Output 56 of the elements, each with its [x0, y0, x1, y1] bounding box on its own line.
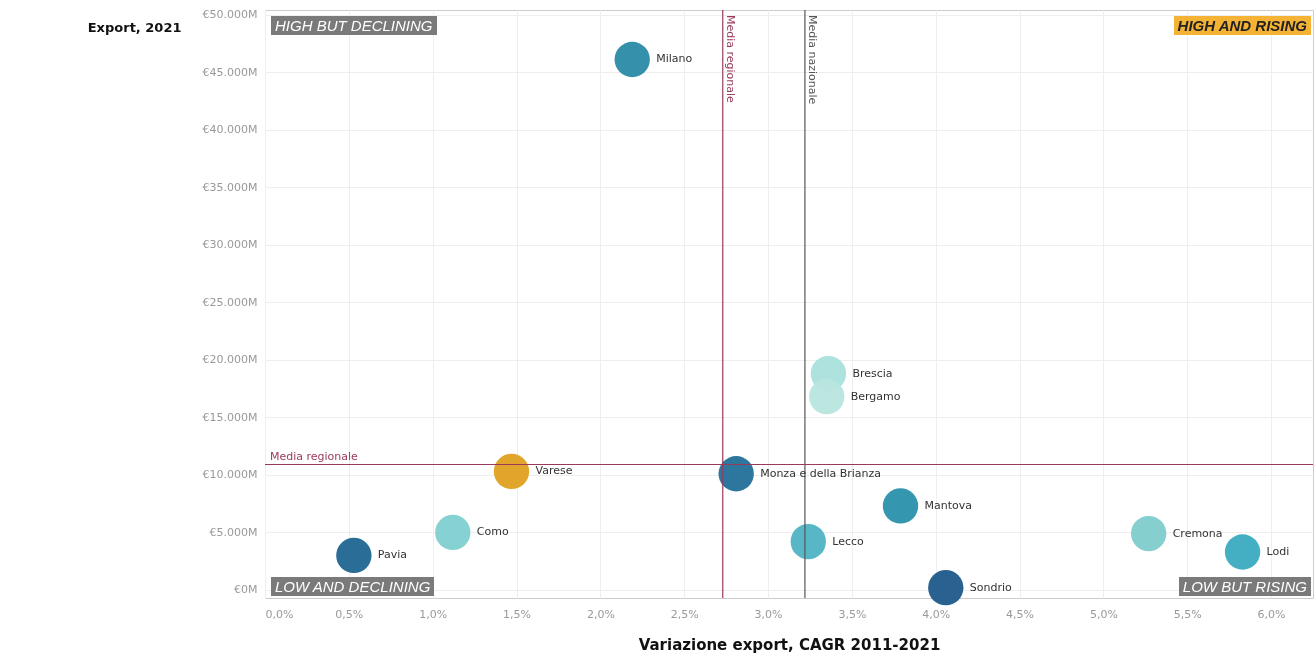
- y-tick-label: €20.000M: [202, 353, 258, 367]
- x-tick-label: 5,5%: [1173, 607, 1202, 621]
- series-label: Brescia: [852, 366, 893, 380]
- x-tick-label: 0,0%: [265, 607, 294, 621]
- point: [882, 488, 919, 524]
- ref-line-label: Media regionale: [270, 449, 359, 463]
- y-tick-label: €0M: [234, 583, 258, 597]
- x-tick-label: 3,0%: [754, 607, 783, 621]
- point: [809, 378, 845, 415]
- y-tick-label: €45.000M: [202, 65, 258, 79]
- point: [790, 523, 826, 560]
- x-tick-label: 2,5%: [670, 607, 699, 621]
- point: [1131, 515, 1167, 552]
- y-tick-label: €30.000M: [202, 238, 258, 252]
- y-tick-label: €15.000M: [202, 410, 258, 424]
- point: [336, 537, 372, 574]
- point: [614, 41, 650, 78]
- x-tick-label: 1,5%: [503, 607, 531, 621]
- x-tick-label: 5,0%: [1089, 607, 1118, 621]
- point: [928, 570, 964, 606]
- annotation: LOW AND DECLINING: [271, 577, 435, 596]
- point: [493, 453, 530, 490]
- series-label: Milano: [656, 52, 693, 66]
- series-label: Cremona: [1172, 526, 1223, 540]
- y-tick-label: €40.000M: [202, 123, 258, 137]
- x-tick-label: 4,5%: [1006, 607, 1035, 621]
- x-axis-title: Variazione export, CAGR 2011-2021: [638, 635, 941, 654]
- series-label: Monza e della Brianza: [760, 466, 882, 480]
- y-tick-label: €50.000M: [202, 8, 258, 22]
- annotation: HIGH AND RISING: [1173, 16, 1311, 35]
- y-tick-label: €5.000M: [209, 525, 258, 539]
- point: [435, 514, 471, 551]
- y-axis-title: Export, 2021: [87, 19, 182, 35]
- annotation: HIGH BUT DECLINING: [271, 16, 437, 35]
- x-tick-label: 3,5%: [838, 607, 867, 621]
- series-label: Varese: [535, 464, 573, 478]
- series-label: Lodi: [1266, 544, 1290, 558]
- series-label: Sondrio: [969, 580, 1013, 594]
- ref-line-label: Media nazionale: [805, 15, 819, 105]
- series-label: Bergamo: [850, 389, 901, 403]
- series-label: Lecco: [832, 534, 865, 548]
- series-label: Mantova: [924, 498, 973, 512]
- x-tick-label: 6,0%: [1257, 607, 1286, 621]
- x-tick-label: 2,0%: [586, 607, 615, 621]
- y-tick-label: €10.000M: [202, 468, 258, 482]
- series-label: Como: [476, 525, 509, 539]
- x-tick-label: 1,0%: [419, 607, 448, 621]
- ref-line-label: Media regionale: [723, 15, 737, 104]
- annotation: LOW BUT RISING: [1178, 577, 1311, 596]
- x-tick-label: 4,0%: [922, 607, 951, 621]
- point: [1224, 534, 1261, 570]
- series-label: Pavia: [377, 548, 408, 562]
- point: [718, 456, 754, 492]
- x-tick-label: 0,5%: [335, 607, 364, 621]
- y-tick-label: €25.000M: [202, 295, 258, 309]
- y-tick-label: €35.000M: [202, 180, 258, 194]
